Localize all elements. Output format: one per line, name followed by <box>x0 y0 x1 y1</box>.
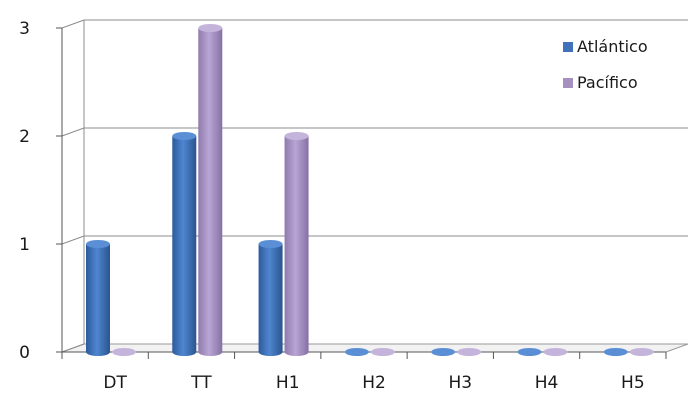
chart-walls <box>61 20 689 353</box>
bar-top <box>258 240 283 248</box>
bar <box>112 348 136 356</box>
bar-top <box>112 348 136 356</box>
bar-base <box>198 348 223 356</box>
bar-body <box>258 244 283 352</box>
bar-base <box>86 348 110 356</box>
y-tick-label: 2 <box>19 127 30 147</box>
x-tick-labels: DT TT H1 H2 H3 H4 H5 <box>61 352 667 393</box>
bar-top <box>344 348 369 356</box>
bar <box>344 348 369 356</box>
x-tick-label: H4 <box>535 373 559 393</box>
bar-base <box>284 348 309 356</box>
bar-top <box>86 240 110 248</box>
bar <box>457 348 482 356</box>
legend-label: Atlántico <box>577 37 648 56</box>
bar-top <box>457 348 482 356</box>
bar <box>431 348 456 356</box>
bar-base <box>258 348 283 356</box>
bar-base <box>172 348 197 356</box>
bar-top <box>370 348 395 356</box>
bar <box>543 348 568 356</box>
y-tick-label: 0 <box>19 343 30 363</box>
side-gridline <box>61 19 85 29</box>
bar <box>198 24 223 356</box>
bar-top <box>517 348 542 356</box>
bars <box>86 24 654 356</box>
bar-body <box>284 136 309 352</box>
x-tick-label: H5 <box>621 373 645 393</box>
bar-top <box>284 132 309 140</box>
bar-top <box>543 348 568 356</box>
side-gridline <box>61 343 85 353</box>
bar-top <box>172 132 197 140</box>
legend: Atlántico Pacífico <box>563 37 648 92</box>
legend-swatch <box>563 78 573 88</box>
bar <box>86 240 110 356</box>
bar-body <box>172 136 197 352</box>
back-wall <box>84 20 688 344</box>
bar-top <box>431 348 456 356</box>
bar-body <box>86 244 110 352</box>
bar <box>284 132 309 356</box>
bar-top <box>198 24 223 32</box>
bar <box>629 348 654 356</box>
x-tick-label: H2 <box>362 373 386 393</box>
legend-swatch <box>563 42 573 52</box>
bar-body <box>198 28 223 352</box>
bar <box>517 348 542 356</box>
x-tick-label: H1 <box>276 373 300 393</box>
bar <box>370 348 395 356</box>
side-gridline <box>61 127 85 137</box>
bar-top <box>629 348 654 356</box>
bar <box>172 132 197 356</box>
bar <box>603 348 628 356</box>
y-tick-labels: 0 1 2 3 <box>19 19 62 363</box>
y-tick-label: 1 <box>19 235 30 255</box>
y-tick-label: 3 <box>19 19 30 39</box>
legend-label: Pacífico <box>577 73 638 92</box>
x-tick-label: DT <box>103 373 127 393</box>
bar-top <box>603 348 628 356</box>
x-tick-label: H3 <box>448 373 472 393</box>
side-gridline <box>61 235 85 245</box>
x-tick-label: TT <box>190 373 212 393</box>
bar <box>258 240 283 356</box>
